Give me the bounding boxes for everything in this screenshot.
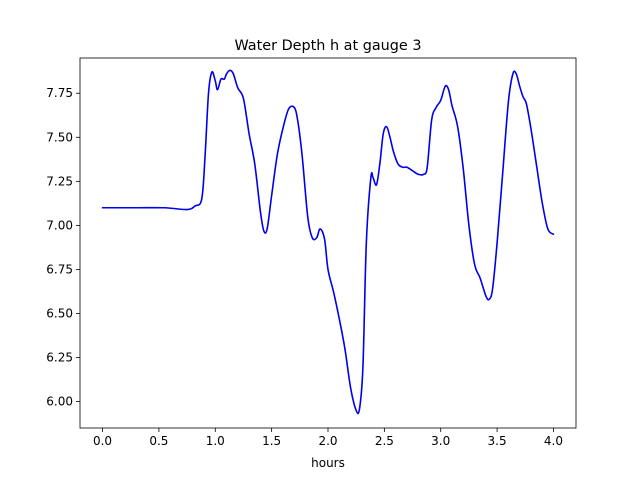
y-tick-label: 6.00 — [46, 395, 73, 409]
series-line-1 — [101, 69, 555, 415]
x-tick-label: 1.0 — [206, 434, 225, 448]
y-tick-label: 7.50 — [46, 130, 73, 144]
x-tick-label: 3.0 — [431, 434, 450, 448]
y-tick-label: 7.75 — [46, 86, 73, 100]
chart-title: Water Depth h at gauge 3 — [234, 38, 421, 54]
y-tick-label: 6.50 — [46, 306, 73, 320]
y-tick-label: 7.00 — [46, 218, 73, 232]
y-tick-label: 6.75 — [46, 262, 73, 276]
plot-frame — [79, 57, 577, 429]
x-tick-label: 4.0 — [544, 434, 563, 448]
x-tick-label: 2.0 — [318, 434, 337, 448]
x-tick-label: 3.5 — [488, 434, 507, 448]
series-layer — [101, 69, 555, 415]
y-tick-label: 6.25 — [46, 351, 73, 365]
x-axis-label: hours — [311, 456, 345, 470]
y-axis: 6.00 6.25 6.50 6.75 7.00 7.25 7.50 7.75 — [46, 86, 80, 409]
x-tick-label: 0.5 — [149, 434, 168, 448]
y-tick-label: 7.25 — [46, 174, 73, 188]
x-tick-label: 0.0 — [93, 434, 112, 448]
x-tick-label: 2.5 — [375, 434, 394, 448]
plot-area: 0.0 0.5 1.0 1.5 2.0 2.5 3.0 3.5 4.0 6.00 6.25 6.50… — [46, 57, 577, 448]
x-axis: 0.0 0.5 1.0 1.5 2.0 2.5 3.0 3.5 4.0 — [93, 428, 563, 448]
x-tick-label: 1.5 — [262, 434, 281, 448]
